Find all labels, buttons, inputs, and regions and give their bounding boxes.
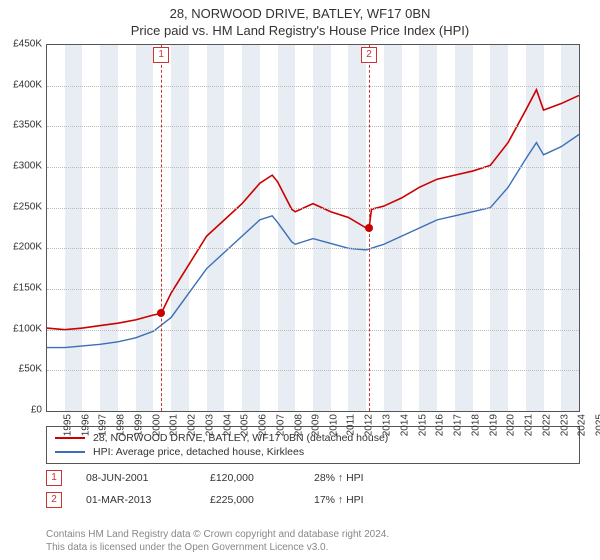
y-axis-label: £350K: [2, 120, 42, 131]
x-axis-label: 2002: [186, 414, 197, 436]
event-row-1: 1 08-JUN-2001 £120,000 28% ↑ HPI: [46, 470, 580, 486]
event-price: £225,000: [210, 494, 290, 506]
x-axis-label: 1995: [62, 414, 73, 436]
x-axis-label: 2020: [506, 414, 517, 436]
event-marker-1: 1: [153, 47, 169, 63]
event-marker-2: 2: [361, 47, 377, 63]
x-axis-label: 2004: [222, 414, 233, 436]
y-axis-label: £150K: [2, 283, 42, 294]
x-axis-label: 2011: [345, 414, 356, 436]
x-axis-label: 2009: [311, 414, 322, 436]
event-dot-1: [157, 309, 165, 317]
event-date: 08-JUN-2001: [86, 472, 186, 484]
x-axis-label: 2023: [559, 414, 570, 436]
event-vline: [161, 45, 162, 411]
x-axis-label: 1996: [80, 414, 91, 436]
y-axis-label: £450K: [2, 39, 42, 50]
x-axis-label: 2017: [452, 414, 463, 436]
event-row-2: 2 01-MAR-2013 £225,000 17% ↑ HPI: [46, 492, 580, 508]
y-axis-label: £400K: [2, 79, 42, 90]
x-axis-label: 2003: [204, 414, 215, 436]
x-axis-label: 2013: [381, 414, 392, 436]
x-axis-label: 2012: [364, 414, 375, 436]
x-axis-label: 2016: [435, 414, 446, 436]
x-axis-label: 2001: [169, 414, 180, 436]
y-axis-label: £300K: [2, 161, 42, 172]
x-axis-label: 2000: [151, 414, 162, 436]
legend-label: HPI: Average price, detached house, Kirk…: [93, 446, 304, 458]
x-axis-label: 2014: [399, 414, 410, 436]
x-axis-label: 2021: [523, 414, 534, 436]
y-axis-label: £200K: [2, 242, 42, 253]
event-sq: 2: [46, 492, 62, 508]
event-date: 01-MAR-2013: [86, 494, 186, 506]
y-axis-label: £100K: [2, 323, 42, 334]
y-axis-label: £250K: [2, 201, 42, 212]
attribution: Contains HM Land Registry data © Crown c…: [46, 528, 389, 554]
legend-row: HPI: Average price, detached house, Kirk…: [55, 445, 571, 459]
legend-area: 28, NORWOOD DRIVE, BATLEY, WF17 0BN (det…: [46, 426, 580, 508]
x-axis-label: 2019: [488, 414, 499, 436]
footer-line-1: Contains HM Land Registry data © Crown c…: [46, 528, 389, 541]
chart-svg: [47, 45, 579, 411]
x-axis-label: 2015: [417, 414, 428, 436]
x-axis-label: 2025: [594, 414, 600, 436]
y-axis-label: £50K: [2, 364, 42, 375]
x-axis-label: 2010: [328, 414, 339, 436]
x-axis-label: 2007: [275, 414, 286, 436]
event-delta: 17% ↑ HPI: [314, 494, 364, 506]
x-axis-label: 2022: [541, 414, 552, 436]
legend-swatch: [55, 451, 85, 453]
x-axis-label: 2024: [577, 414, 588, 436]
x-axis-label: 2008: [293, 414, 304, 436]
title-address: 28, NORWOOD DRIVE, BATLEY, WF17 0BN: [0, 6, 600, 21]
event-delta: 28% ↑ HPI: [314, 472, 364, 484]
price-chart: 12: [46, 44, 580, 412]
x-axis-label: 2005: [240, 414, 251, 436]
x-axis-label: 1997: [98, 414, 109, 436]
x-axis-label: 2018: [470, 414, 481, 436]
footer-line-2: This data is licensed under the Open Gov…: [46, 541, 389, 554]
event-sq: 1: [46, 470, 62, 486]
title-subtitle: Price paid vs. HM Land Registry's House …: [0, 23, 600, 38]
x-axis-label: 1998: [115, 414, 126, 436]
y-axis-label: £0: [2, 405, 42, 416]
event-dot-2: [365, 224, 373, 232]
legend-swatch: [55, 437, 85, 439]
x-axis-label: 1999: [133, 414, 144, 436]
event-rows: 1 08-JUN-2001 £120,000 28% ↑ HPI 2 01-MAR-201…: [46, 470, 580, 508]
chart-titles: 28, NORWOOD DRIVE, BATLEY, WF17 0BN Pric…: [0, 0, 600, 38]
x-axis-label: 2006: [257, 414, 268, 436]
event-price: £120,000: [210, 472, 290, 484]
